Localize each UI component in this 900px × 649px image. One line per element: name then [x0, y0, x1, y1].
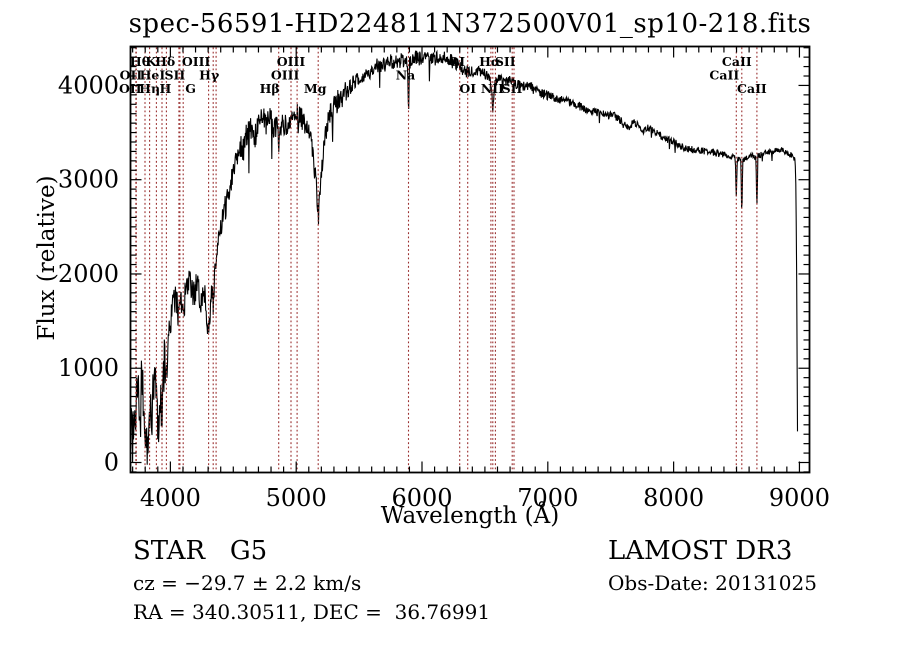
line-marker-label: OIII	[277, 54, 306, 69]
line-marker-label: OII	[120, 68, 143, 83]
line-marker-label: OI	[459, 81, 476, 96]
line-marker-label: SII	[502, 81, 523, 96]
line-marker-label: CaII	[722, 54, 752, 69]
x-tick-label: 7000	[517, 484, 578, 512]
classification-text: STAR G5	[133, 536, 268, 566]
x-tick-label: 5000	[266, 484, 327, 512]
line-marker-label: Hθ	[130, 54, 150, 69]
x-tick-label: 9000	[769, 484, 830, 512]
plot-title: spec-56591-HD224811N372500V01_sp10-218.f…	[128, 9, 812, 39]
line-marker-label: OII	[119, 81, 142, 96]
line-marker-label: Hη	[139, 81, 160, 96]
line-marker-label: Hδ	[155, 54, 175, 69]
cz-text: cz = −29.7 ± 2.2 km/s	[133, 571, 362, 595]
y-tick-label: 1000	[58, 354, 119, 382]
y-tick-label: 2000	[58, 260, 119, 288]
spectrum-trace	[131, 49, 799, 465]
line-marker-label: K	[146, 54, 158, 69]
x-tick-label: 8000	[643, 484, 704, 512]
line-marker-label: OIII	[182, 54, 211, 69]
line-marker-label: Mg	[304, 81, 327, 96]
x-tick-label: 6000	[391, 484, 452, 512]
line-marker-label: Na	[396, 68, 416, 83]
line-marker-label: CaII	[709, 68, 739, 83]
radec-text: RA = 340.30511, DEC = 36.76991	[133, 600, 491, 624]
line-marker-label: Hα	[479, 54, 501, 69]
y-tick-label: 4000	[58, 71, 119, 99]
line-marker-label: OI	[448, 54, 465, 69]
line-marker-label: Hγ	[199, 68, 220, 83]
line-marker-label: NII	[481, 81, 504, 96]
line-marker-label: CaII	[737, 81, 767, 96]
line-marker-label: Hβ	[260, 81, 280, 96]
y-tick-label: 0	[104, 449, 119, 477]
survey-text: LAMOST DR3	[608, 536, 793, 566]
x-axis-label: Wavelength (Å)	[380, 503, 560, 529]
y-tick-label: 3000	[58, 166, 119, 194]
line-marker-label: H	[159, 81, 171, 96]
line-marker-label: SII	[495, 54, 516, 69]
line-marker-label: HeI	[140, 68, 166, 83]
x-tick-label: 4000	[140, 484, 201, 512]
line-marker-label: G	[185, 81, 196, 96]
line-marker-label: SII	[165, 68, 186, 83]
y-axis-label: Flux (relative)	[34, 175, 60, 341]
obs-date-text: Obs-Date: 20131025	[608, 571, 817, 595]
line-marker-label: OIII	[271, 68, 300, 83]
plot-frame	[129, 45, 811, 474]
